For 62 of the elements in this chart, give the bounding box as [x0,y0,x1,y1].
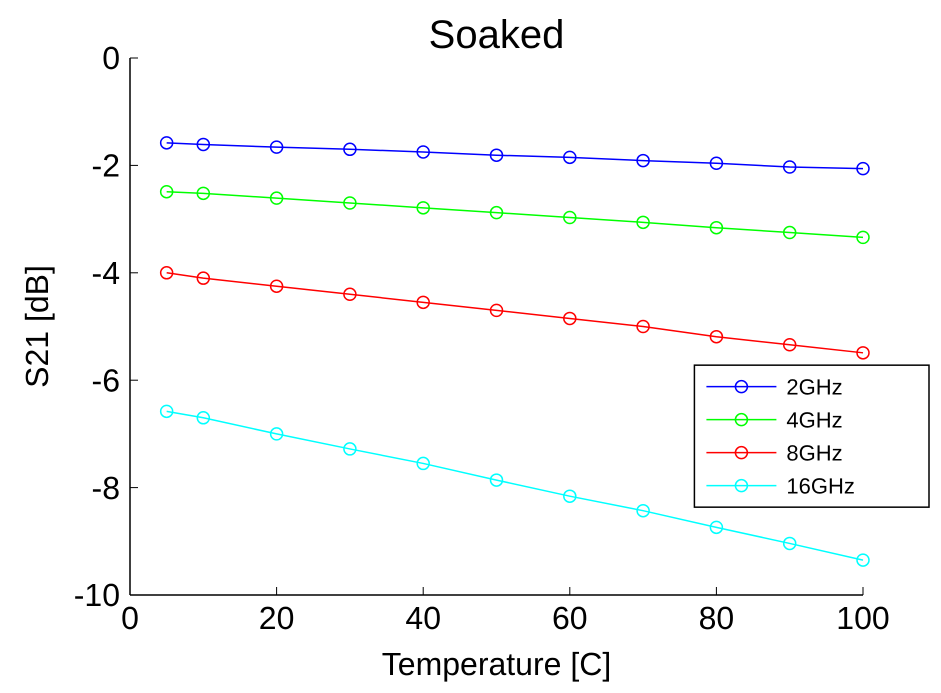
point [710,156,724,170]
point [636,216,650,230]
point [196,186,210,200]
point [782,160,796,174]
point [490,148,504,162]
point [416,201,430,215]
point [270,279,284,293]
point [636,154,650,168]
point [856,162,870,176]
x-tick-label: 80 [698,600,734,636]
point [490,206,504,220]
point [856,230,870,244]
point [563,150,577,164]
point [636,504,650,518]
point [636,320,650,334]
point [270,140,284,154]
point [710,520,724,534]
point [343,142,357,156]
y-axis-title: S21 [dB] [19,265,55,388]
y-tick-label: 0 [102,40,120,76]
point [710,220,724,234]
point [710,330,724,344]
chart-title: Soaked [428,13,564,57]
y-tick-label: -4 [92,255,120,291]
point [196,271,210,285]
legend-label: 4GHz [786,407,843,432]
point [196,411,210,425]
point [343,442,357,456]
y-tick-label: -10 [74,577,120,614]
x-tick-label: 60 [552,600,588,636]
point [856,346,870,360]
y-tick-label: -8 [92,470,120,506]
legend-label: 2GHz [786,374,843,400]
y-tick-label: -6 [92,362,120,398]
point [782,536,796,550]
point [856,553,870,567]
point [270,427,284,441]
point [160,266,174,280]
legend-label: 16GHz [786,473,855,498]
y-tick-label: -2 [92,148,120,184]
point [416,456,430,470]
point [160,136,174,150]
x-tick-label: 100 [836,600,890,636]
point [343,196,357,210]
point [490,304,504,318]
point [782,338,796,352]
point [563,312,577,326]
x-tick-label: 40 [405,600,441,636]
point [160,404,174,418]
point [490,473,504,487]
x-tick-label: 20 [258,600,294,636]
point [196,138,210,152]
point [782,226,796,240]
point [160,184,174,198]
point [563,210,577,224]
point [416,296,430,310]
point [563,489,577,503]
legend-label: 8GHz [786,440,843,466]
point [343,288,357,302]
x-axis-title: Temperature [C] [382,646,612,682]
point [270,191,284,205]
point [416,145,430,159]
